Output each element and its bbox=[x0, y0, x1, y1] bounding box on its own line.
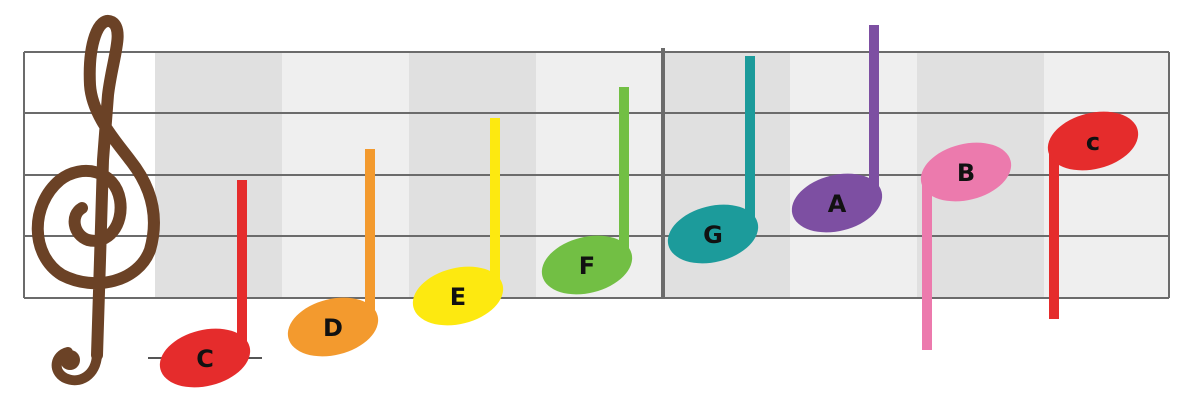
notes: C D E F G A Bc bbox=[148, 25, 1139, 388]
note-head bbox=[1047, 111, 1139, 171]
note-head bbox=[541, 235, 633, 295]
note-head bbox=[412, 266, 504, 326]
note-label: F bbox=[579, 252, 595, 280]
note-b: B bbox=[920, 142, 1012, 350]
note-label: G bbox=[703, 221, 723, 249]
note-label: C bbox=[196, 345, 214, 373]
note-head bbox=[159, 328, 251, 388]
note-head bbox=[791, 173, 883, 233]
note-stem bbox=[869, 25, 879, 203]
note-head bbox=[287, 297, 379, 357]
note-label: D bbox=[323, 314, 343, 342]
note-stem bbox=[365, 149, 375, 327]
note-d: D bbox=[287, 149, 379, 357]
note-stem bbox=[1049, 141, 1059, 319]
note-stem bbox=[922, 172, 932, 350]
note-stem bbox=[490, 118, 500, 296]
note-stem bbox=[745, 56, 755, 234]
note-label: E bbox=[450, 283, 466, 311]
note-c-high: c bbox=[1047, 111, 1139, 319]
note-stem bbox=[619, 87, 629, 265]
note-e: E bbox=[412, 118, 504, 326]
note-c: C bbox=[148, 180, 262, 388]
note-g: G bbox=[667, 56, 759, 264]
note-label: B bbox=[957, 159, 975, 187]
note-head bbox=[667, 204, 759, 264]
note-stem bbox=[237, 180, 247, 358]
note-head bbox=[920, 142, 1012, 202]
note-label: A bbox=[828, 190, 847, 218]
treble-clef-icon bbox=[31, 15, 160, 386]
note-label: c bbox=[1086, 128, 1100, 156]
note-a: A bbox=[791, 25, 883, 233]
note-f: F bbox=[541, 87, 633, 295]
